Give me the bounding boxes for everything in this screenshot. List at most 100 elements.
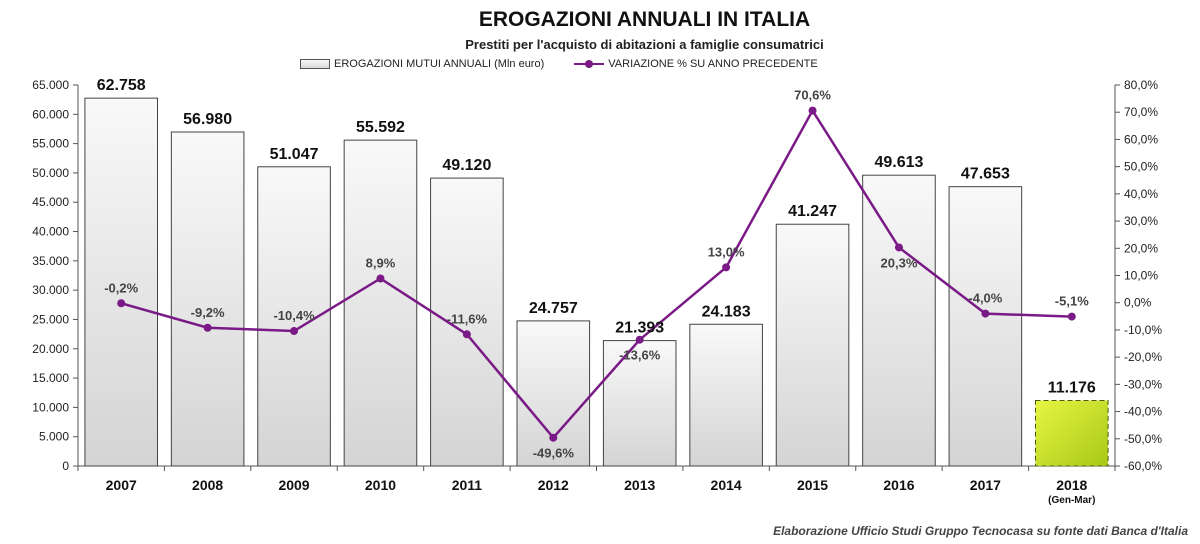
right-tick-label: 40,0% (1124, 187, 1158, 201)
category-label: 2010 (365, 477, 396, 493)
right-tick-label: -40,0% (1124, 405, 1162, 419)
bar-value-label: 24.757 (529, 300, 578, 317)
left-tick-label: 55.000 (32, 137, 69, 151)
legend-bar-label: EROGAZIONI MUTUI ANNUALI (Mln euro) (334, 58, 545, 70)
line-point (290, 327, 299, 336)
category-label: 2016 (883, 477, 914, 493)
percent-label: -5,1% (1055, 294, 1089, 309)
chart-title: EROGAZIONI ANNUALI IN ITALIA (478, 8, 811, 31)
line-point (894, 243, 903, 252)
percent-label: 70,6% (794, 88, 831, 103)
left-tick-label: 45.000 (32, 195, 69, 209)
left-tick-label: 35.000 (32, 254, 69, 268)
left-tick-label: 60.000 (32, 107, 69, 121)
percent-label: -9,2% (191, 305, 225, 320)
category-label: 2015 (797, 477, 828, 493)
bar (862, 174, 936, 467)
bar-value-label: 21.393 (615, 320, 664, 337)
bar-value-label: 51.047 (270, 146, 319, 163)
category-label: 2018 (1056, 477, 1087, 493)
bar (84, 97, 159, 467)
line-point (1067, 312, 1076, 321)
percent-label: -49,6% (533, 446, 575, 461)
category-label: 2013 (624, 477, 655, 493)
bar (1034, 399, 1109, 467)
percent-label: 20,3% (881, 255, 918, 270)
chart-subtitle: Prestiti per l'acquisto di abitazioni a … (465, 37, 824, 52)
category-sublabel: (Gen-Mar) (1048, 495, 1095, 506)
line-point (462, 330, 471, 339)
right-tick-label: 80,0% (1124, 78, 1158, 92)
bar (775, 223, 850, 467)
bar (516, 320, 591, 467)
right-tick-label: -50,0% (1124, 432, 1162, 446)
source-note: Elaborazione Ufficio Studi Gruppo Tecnoc… (773, 524, 1188, 538)
line-point (981, 309, 990, 318)
left-tick-label: 15.000 (32, 371, 69, 385)
line-point (203, 323, 212, 332)
bar-value-label: 47.653 (961, 166, 1010, 183)
bar-value-label: 56.980 (183, 111, 232, 128)
bar-value-label: 24.183 (702, 303, 751, 320)
percent-label: -11,6% (447, 311, 488, 326)
category-label: 2009 (278, 477, 309, 493)
category-label: 2011 (452, 477, 483, 493)
right-tick-label: 10,0% (1124, 269, 1158, 283)
bar (430, 177, 504, 467)
legend-line-label: VARIAZIONE % SU ANNO PRECEDENTE (608, 58, 818, 70)
legend: EROGAZIONI MUTUI ANNUALI (Mln euro) VARI… (300, 56, 818, 72)
percent-label: -0,2% (104, 280, 138, 295)
legend-bar-swatch (300, 59, 330, 69)
category-label: 2008 (192, 477, 223, 493)
bar-value-label: 41.247 (788, 203, 837, 220)
left-tick-label: 5.000 (39, 430, 69, 444)
bar-value-label: 11.176 (1048, 379, 1096, 396)
category-label: 2017 (970, 477, 1001, 493)
percent-label: -13,6% (619, 348, 661, 363)
right-tick-label: 0,0% (1124, 296, 1152, 310)
left-tick-label: 30.000 (32, 283, 69, 297)
percent-label: -4,0% (968, 291, 1002, 306)
right-tick-label: -20,0% (1124, 350, 1162, 364)
bar (602, 340, 677, 467)
category-label: 2014 (711, 477, 742, 493)
bar (343, 139, 418, 467)
line-point (117, 299, 126, 308)
right-tick-label: 30,0% (1124, 214, 1158, 228)
percent-label: 13,0% (708, 244, 745, 259)
percent-label: -10,4% (273, 308, 315, 323)
legend-line-swatch (574, 60, 605, 68)
bar-value-label: 49.120 (442, 157, 491, 174)
left-tick-label: 50.000 (32, 166, 69, 180)
line-point (635, 335, 644, 344)
bar (689, 323, 763, 467)
right-tick-label: -60,0% (1124, 459, 1162, 473)
category-label: 2007 (106, 477, 137, 493)
left-tick-label: 20.000 (32, 342, 69, 356)
left-tick-label: 65.000 (32, 78, 69, 92)
right-tick-label: 50,0% (1124, 160, 1158, 174)
line-point (549, 433, 558, 442)
right-tick-label: 70,0% (1124, 105, 1158, 119)
right-tick-label: -10,0% (1124, 323, 1162, 337)
line-point (376, 274, 385, 283)
percent-label: 8,9% (366, 255, 396, 270)
bar-value-label: 49.613 (874, 154, 923, 171)
category-label: 2012 (538, 477, 569, 493)
right-tick-label: -30,0% (1124, 377, 1162, 391)
right-tick-label: 20,0% (1124, 241, 1158, 255)
bar-value-label: 62.758 (97, 77, 146, 94)
line-point (722, 263, 731, 272)
left-tick-label: 0 (62, 459, 69, 473)
left-tick-label: 25.000 (32, 312, 69, 326)
line-point (808, 106, 817, 115)
bar (170, 131, 245, 467)
right-tick-label: 60,0% (1124, 132, 1158, 146)
bar-value-label: 55.592 (356, 119, 405, 136)
left-tick-label: 10.000 (32, 400, 69, 414)
bar (948, 186, 1023, 467)
left-tick-label: 40.000 (32, 225, 69, 239)
variation-line (120, 108, 1072, 440)
